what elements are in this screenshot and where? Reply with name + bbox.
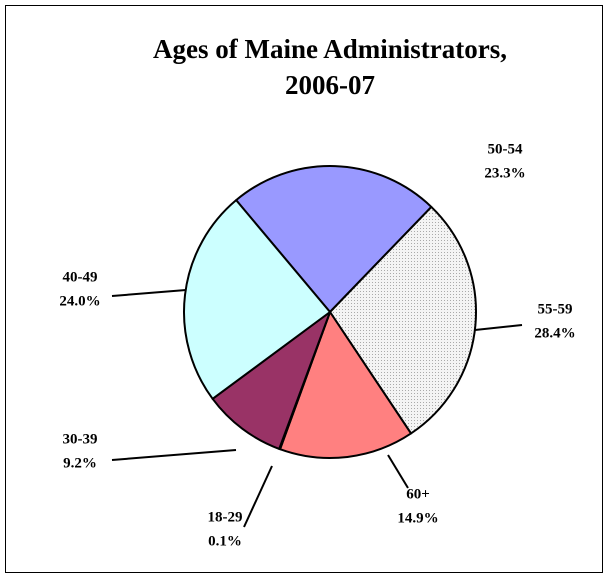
leader-line [243, 465, 273, 528]
slice-value-label: 28.4% [534, 325, 575, 341]
slice-value-label: 24.0% [59, 293, 100, 309]
pie-slice [279, 311, 412, 459]
slice-label: 30-39 [63, 431, 98, 447]
leader-line [474, 324, 523, 331]
slice-label: 50-54 [488, 141, 523, 157]
slice-label: 18-29 [208, 509, 243, 525]
slice-value-label: 23.3% [484, 165, 525, 181]
chart-title: Ages of Maine Administrators, [153, 34, 507, 64]
leader-line [111, 449, 237, 461]
slice-label: 55-59 [538, 301, 573, 317]
leader-line [111, 289, 187, 297]
slice-value-label: 9.2% [63, 455, 97, 471]
slice-label: 40-49 [63, 269, 98, 285]
pie-slice [183, 199, 331, 400]
chart-title: 2006-07 [285, 70, 375, 100]
pie-slice [329, 205, 477, 435]
pie-slice [235, 165, 433, 313]
slice-value-label: 14.9% [397, 510, 438, 526]
slice-value-label: 0.1% [208, 533, 242, 549]
leader-line [387, 454, 409, 489]
pie-slice [211, 311, 331, 450]
slice-label: 60+ [406, 486, 430, 502]
